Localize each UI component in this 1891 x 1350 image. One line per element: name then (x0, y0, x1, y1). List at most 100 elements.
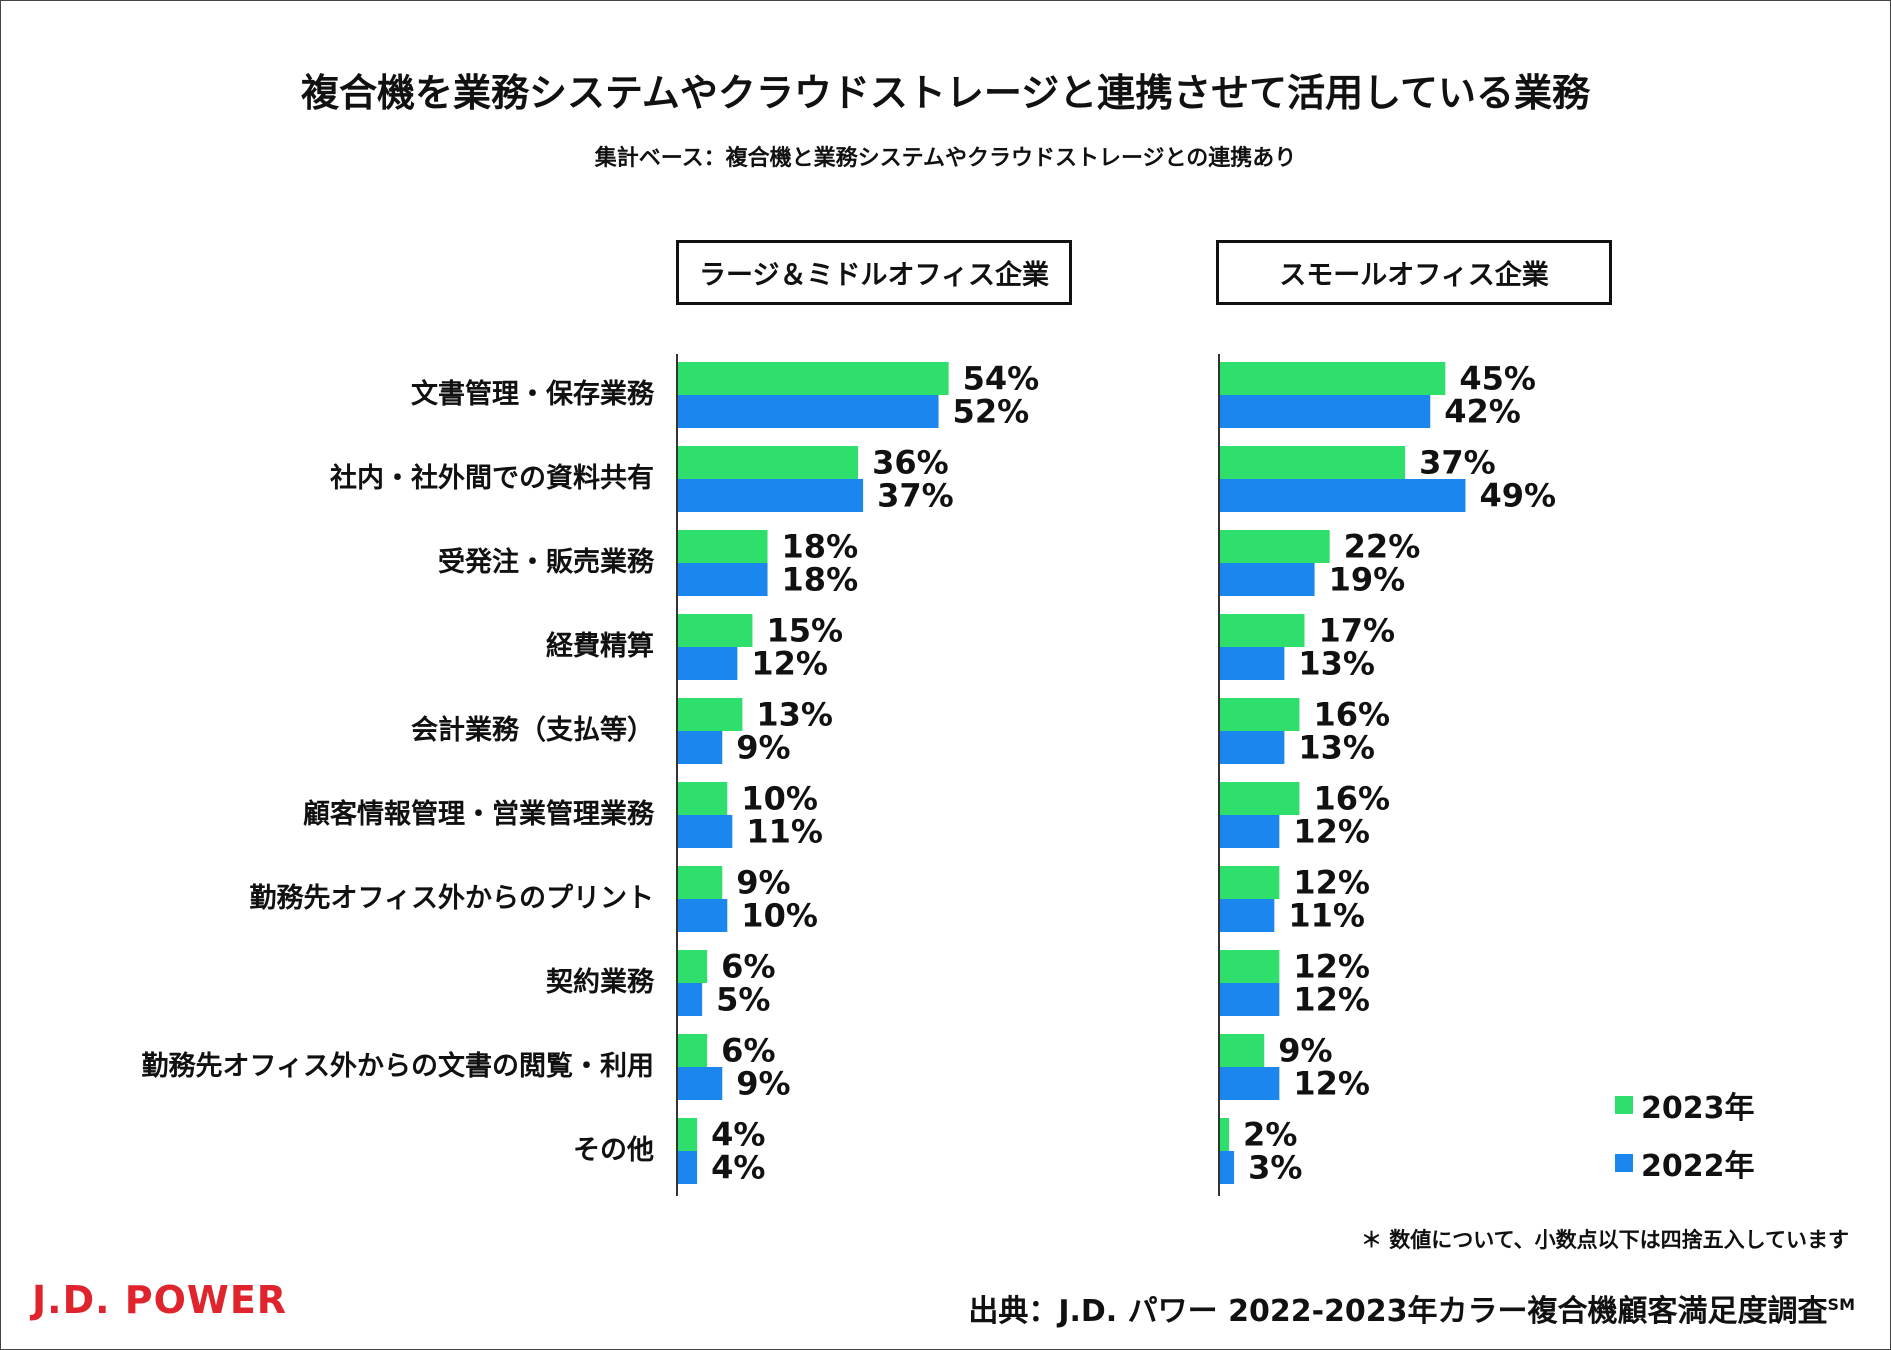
small-bar-2023 (1219, 362, 1446, 395)
category-label: 経費精算 (546, 630, 654, 662)
small-value-label: 45% (1459, 360, 1536, 398)
large-bar-2023 (677, 614, 753, 647)
small-bar-2022 (1219, 647, 1285, 680)
large-value-label: 54% (963, 360, 1040, 398)
category-label: 社内・社外間での資料共有 (330, 462, 654, 494)
large-value-label: 12% (751, 645, 828, 683)
large-value-label: 15% (766, 612, 843, 650)
small-bar-2023 (1219, 614, 1305, 647)
category-label: 勤務先オフィス外からのプリント (250, 883, 654, 914)
small-bar-2022 (1219, 479, 1466, 512)
small-value-label: 42% (1444, 393, 1521, 431)
small-bar-2023 (1219, 950, 1280, 983)
small-bar-2023 (1219, 1118, 1230, 1151)
large-bar-2022 (677, 899, 728, 932)
small-bar-2022 (1219, 731, 1285, 764)
source-credit: 出典：J.D. パワー 2022-2023年カラー複合機顧客満足度調査SM (968, 1286, 1855, 1330)
small-bar-2022 (1219, 899, 1275, 932)
legend-item-2022: 2022年 (1615, 1148, 1755, 1184)
small-value-label: 13% (1298, 729, 1375, 767)
footnote: ＊ 数値について、小数点以下は四捨五入しています (1361, 1228, 1849, 1252)
small-bar-2023 (1219, 1034, 1265, 1067)
large-bar-2023 (677, 446, 859, 479)
large-bar-2023 (677, 698, 743, 731)
category-label: 受発注・販売業務 (438, 546, 655, 578)
small-bar-2022 (1219, 1151, 1235, 1184)
legend-item-2023: 2023年 (1615, 1090, 1755, 1126)
legend-swatch-2023 (1615, 1096, 1633, 1114)
small-value-label: 3% (1248, 1149, 1302, 1187)
small-bar-2022 (1219, 563, 1315, 596)
category-label: 顧客情報管理・営業管理業務 (303, 798, 655, 830)
legend-label-2023: 2023年 (1641, 1091, 1755, 1126)
jd-power-logo: J.D. POWER (32, 1278, 288, 1322)
small-value-label: 16% (1313, 780, 1390, 818)
small-bar-2023 (1219, 698, 1300, 731)
large-value-label: 9% (736, 729, 790, 767)
service-mark: SM (1827, 1295, 1855, 1314)
small-value-label: 37% (1419, 444, 1496, 482)
large-bar-2023 (677, 1034, 708, 1067)
large-bar-2023 (677, 530, 768, 563)
large-bar-2022 (677, 815, 733, 848)
small-bar-2023 (1219, 782, 1300, 815)
chart-subtitle: 集計ベース：複合機と業務システムやクラウドストレージとの連携あり (594, 146, 1297, 171)
large-value-label: 10% (741, 780, 818, 818)
large-value-label: 6% (721, 948, 775, 986)
large-bar-2022 (677, 983, 703, 1016)
large-bar-2022 (677, 395, 939, 428)
small-value-label: 2% (1243, 1116, 1297, 1154)
large-bar-2023 (677, 950, 708, 983)
small-bar-2023 (1219, 866, 1280, 899)
small-value-label: 22% (1344, 528, 1421, 566)
large-value-label: 52% (953, 393, 1030, 431)
large-value-label: 4% (711, 1116, 765, 1154)
panel-title-large-middle: ラージ＆ミドルオフィス企業 (676, 240, 1072, 305)
panel-title-small: スモールオフィス企業 (1216, 240, 1612, 305)
small-bar-2022 (1219, 983, 1280, 1016)
large-bar-2022 (677, 1151, 698, 1184)
small-value-label: 12% (1293, 981, 1370, 1019)
large-value-label: 5% (716, 981, 770, 1019)
small-value-label: 12% (1293, 948, 1370, 986)
large-value-label: 6% (721, 1032, 775, 1070)
small-value-label: 12% (1293, 1065, 1370, 1103)
large-bar-2023 (677, 362, 949, 395)
legend-label-2022: 2022年 (1641, 1149, 1755, 1184)
small-value-label: 49% (1479, 477, 1556, 515)
small-bar-2022 (1219, 395, 1431, 428)
large-value-label: 18% (782, 528, 859, 566)
category-label: 勤務先オフィス外からの文書の閲覧・利用 (142, 1050, 654, 1082)
small-value-label: 13% (1298, 645, 1375, 683)
large-bar-2022 (677, 479, 864, 512)
large-bar-2023 (677, 782, 728, 815)
small-value-label: 9% (1278, 1032, 1332, 1070)
category-label: 会計業務（支払等） (411, 714, 654, 746)
large-bar-2023 (677, 1118, 698, 1151)
large-value-label: 13% (756, 696, 833, 734)
category-label: その他 (573, 1135, 654, 1166)
large-value-label: 10% (741, 897, 818, 935)
small-value-label: 12% (1293, 864, 1370, 902)
large-value-label: 4% (711, 1149, 765, 1187)
small-bar-2022 (1219, 1067, 1280, 1100)
small-value-label: 11% (1288, 897, 1365, 935)
large-bar-2022 (677, 1067, 723, 1100)
large-bar-2023 (677, 866, 723, 899)
large-value-label: 37% (877, 477, 954, 515)
legend-swatch-2022 (1615, 1154, 1633, 1172)
large-bar-2022 (677, 731, 723, 764)
large-value-label: 9% (736, 864, 790, 902)
large-value-label: 18% (782, 561, 859, 599)
legend: 2023年 2022年 (1615, 1090, 1755, 1206)
small-value-label: 19% (1329, 561, 1406, 599)
small-bar-2023 (1219, 530, 1330, 563)
large-value-label: 9% (736, 1065, 790, 1103)
small-value-label: 16% (1313, 696, 1390, 734)
small-bar-2022 (1219, 815, 1280, 848)
large-value-label: 36% (872, 444, 949, 482)
chart-title: 複合機を業務システムやクラウドストレージと連携させて活用している業務 (301, 71, 1590, 115)
category-label: 契約業務 (546, 966, 655, 998)
